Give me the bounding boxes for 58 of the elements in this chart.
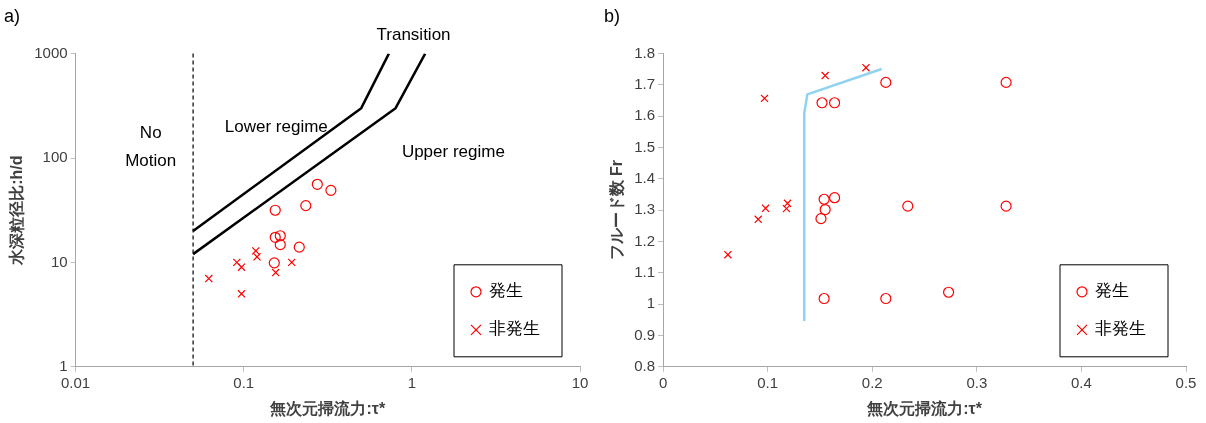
x-tick-label: 0.5 — [1175, 373, 1197, 391]
x-tick-label: 10 — [571, 373, 589, 391]
y-tick-label: 1 — [646, 294, 656, 312]
point — [861, 63, 871, 72]
y-tick-label: 0.8 — [634, 356, 656, 374]
y-tick-label: 1.7 — [634, 75, 656, 93]
y-tick-label: 1.4 — [634, 169, 656, 187]
point — [723, 250, 733, 259]
point — [902, 200, 914, 212]
point — [754, 215, 763, 224]
y-tick-label: 1.3 — [634, 200, 656, 218]
legend-label: 発生 — [489, 281, 523, 301]
x-tick-label: 0.4 — [1070, 373, 1092, 391]
x-tick-label: 0.1 — [757, 373, 779, 391]
legend-label: 発生 — [1095, 281, 1129, 301]
x-tick-label: 1 — [407, 373, 417, 391]
annotation: Lower regime — [224, 116, 328, 136]
y-tick-label: 0.9 — [634, 325, 656, 343]
y-tick-label: 1000 — [34, 43, 68, 61]
point — [942, 286, 955, 298]
x-tick-label: 0.1 — [233, 373, 255, 391]
point — [819, 203, 831, 216]
x-axis-title: 無次元掃流力:τ* — [866, 398, 983, 418]
point — [761, 204, 770, 213]
point — [815, 213, 827, 225]
annotation: No Motion — [125, 123, 177, 171]
x-tick-label: 0 — [658, 373, 668, 391]
point — [828, 97, 841, 109]
point — [1000, 76, 1012, 89]
y-axis-title: フルード数 Fr — [608, 159, 626, 261]
point — [880, 292, 892, 305]
y-axis-title: 水深粒径比:h/d — [8, 155, 26, 266]
y-tick-label: 1.8 — [634, 43, 656, 61]
y-tick-label: 1.2 — [634, 231, 656, 249]
x-tick-label: 0.01 — [60, 373, 91, 391]
point — [828, 192, 841, 204]
chart-title: b) — [604, 5, 621, 26]
point — [821, 71, 830, 80]
chart-title: a) — [4, 5, 21, 26]
point — [1000, 200, 1012, 212]
legend-label: 非発生 — [489, 319, 540, 339]
y-tick-label: 10 — [50, 252, 68, 270]
point — [880, 76, 892, 89]
point — [816, 97, 828, 109]
x-axis-title: 無次元掃流力:τ* — [269, 398, 386, 418]
x-tick-label: 0.2 — [861, 373, 883, 391]
legend-label: 非発生 — [1095, 319, 1146, 339]
y-tick-label: 1.6 — [634, 106, 656, 124]
y-tick-label: 1.5 — [634, 137, 656, 155]
x-tick-label: 0.3 — [966, 373, 988, 391]
point — [818, 292, 830, 305]
point — [760, 94, 769, 103]
annotation: Upper regime — [401, 141, 505, 161]
y-tick-label: 1.1 — [634, 262, 656, 280]
point — [818, 193, 830, 205]
text: Transition — [376, 25, 451, 45]
y-tick-label: 1 — [59, 356, 68, 374]
y-tick-label: 100 — [42, 148, 68, 166]
